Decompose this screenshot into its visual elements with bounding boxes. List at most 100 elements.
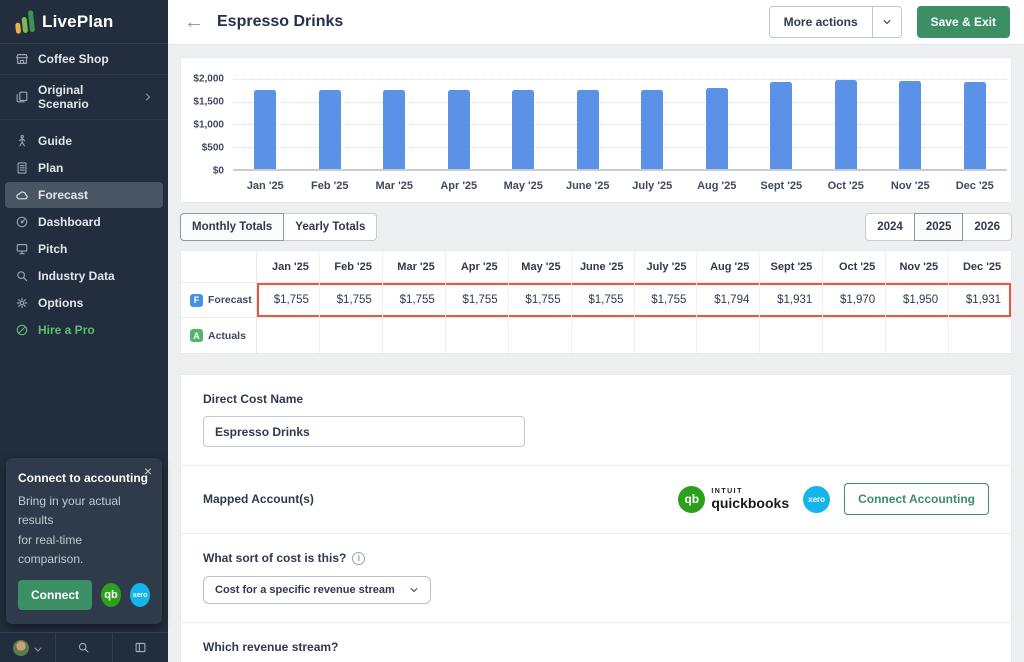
chart-bar [318,90,341,169]
table-cell[interactable] [509,318,572,353]
sidebar-item-original-scenario[interactable]: Original Scenario [0,75,168,120]
table-cell[interactable] [383,318,446,353]
table-cell[interactable]: $1,794 [697,283,761,317]
chart-bar-slot [814,79,879,169]
table-col-header: May '25 [509,251,572,282]
info-icon[interactable]: i [352,551,366,565]
table-cell[interactable] [257,318,320,353]
sidebar-item-label: Industry Data [38,269,115,283]
table-cell[interactable]: $1,950 [886,283,950,317]
popup-body: Bring in your actual results for real-ti… [18,494,121,566]
direct-cost-name-input[interactable] [203,416,525,447]
chart-bar [512,90,535,169]
chart-gridline [233,146,1007,148]
table-col-header: Oct '25 [823,251,887,282]
table-row-label: F Forecast [181,283,257,317]
panel-icon [134,641,147,654]
chart-x-axis: Jan '25 Feb '25 Mar '25 Apr '25 May '25 June … [233,180,1007,192]
chart-y-tick-label: $500 [201,142,224,154]
collapse-sidebar-button[interactable] [111,633,168,662]
connect-accounting-button[interactable]: Connect Accounting [844,483,989,515]
chart-bar [383,90,406,169]
table-col-header: Sept '25 [760,251,824,282]
sidebar-item-plan[interactable]: Plan [5,155,163,181]
direct-cost-name-label: Direct Cost Name [203,392,304,406]
table-cell[interactable] [886,318,950,353]
revenue-stream-section: Which revenue stream? Espresso Drinks Vi… [181,623,1011,662]
table-col-header: Mar '25 [383,251,446,282]
more-actions-button[interactable]: More actions [768,6,902,38]
sidebar-item-label: Forecast [38,188,89,202]
table-col-header: July '25 [635,251,698,282]
table-col-header: June '25 [572,251,635,282]
quickbooks-logo: qb INTUIT quickbooks [678,485,789,513]
table-cell[interactable]: $1,755 [320,283,383,317]
table-cell[interactable] [572,318,635,353]
liveplan-logo[interactable]: LivePlan [0,0,168,44]
year-tab-2025[interactable]: 2025 [913,213,964,241]
chart-x-label: May '25 [503,180,543,192]
sidebar-item-forecast[interactable]: Forecast [5,182,163,208]
table-cell[interactable] [635,318,698,353]
chart-bar [770,82,793,169]
sidebar-item-coffee-shop[interactable]: Coffee Shop [0,44,168,75]
save-exit-button[interactable]: Save & Exit [916,6,1010,38]
sidebar-item-hire-a-pro[interactable]: Hire a Pro [5,317,163,343]
table-cell[interactable]: $1,755 [446,283,509,317]
year-tab-2024[interactable]: 2024 [865,213,915,241]
table-cell[interactable]: $1,755 [572,283,635,317]
sidebar-item-dashboard[interactable]: Dashboard [5,209,163,235]
chevron-down-icon[interactable] [871,7,901,37]
close-icon[interactable]: × [143,463,152,480]
forecast-icon [15,188,29,202]
back-arrow-icon[interactable]: ← [184,11,204,33]
table-col-header: Jan '25 [257,251,320,282]
chart-x-label: Apr '25 [440,180,478,192]
chart-bar-slot [620,79,685,169]
table-col-header: Apr '25 [446,251,509,282]
table-cell[interactable]: $1,755 [383,283,446,317]
chart-x-label: Dec '25 [955,180,994,192]
sidebar-item-guide[interactable]: Guide [5,128,163,154]
tab-yearly-totals[interactable]: Yearly Totals [283,213,378,241]
quickbooks-icon: qb [101,583,121,607]
connect-button[interactable]: Connect [18,580,92,610]
table-cell[interactable] [949,318,1011,353]
sidebar-item-pitch[interactable]: Pitch [5,236,163,262]
forecast-bar-chart: $2,000 $1,500 $1,000 $500 $0 Jan '25 Feb '25 M… [180,57,1012,203]
sidebar-item-label: Hire a Pro [38,323,95,337]
table-cell[interactable] [320,318,383,353]
table-cell[interactable]: $1,755 [257,283,320,317]
table-cell[interactable]: $1,931 [965,294,1002,306]
chart-x-label: July '25 [632,180,673,192]
row-badge-a-icon: A [190,329,203,342]
direct-cost-form: Direct Cost Name Mapped Account(s) qb IN… [180,374,1012,662]
table-cell[interactable] [760,318,824,353]
chart-bar [641,90,664,169]
table-values-row-highlighted: $1,755 $1,755 $1,755 $1,755 $1,755 $1,755 $1,7… [257,283,1011,317]
chart-y-tick-label: $2,000 [193,73,224,85]
sidebar-item-label: Pitch [38,242,68,256]
table-cell[interactable] [446,318,509,353]
plan-icon [15,161,29,175]
table-col-header: Aug '25 [697,251,761,282]
table-cell[interactable] [697,318,761,353]
table-cell[interactable] [823,318,887,353]
sidebar-item-options[interactable]: Options [5,290,163,316]
chart-x-label: Oct '25 [827,180,864,192]
table-cell[interactable]: $1,970 [823,283,887,317]
xero-icon: xero [803,485,831,513]
table-cell[interactable]: $1,755 [635,283,698,317]
year-tab-2026[interactable]: 2026 [962,213,1012,241]
tab-monthly-totals[interactable]: Monthly Totals [180,213,285,241]
user-menu[interactable] [0,633,55,662]
chart-bars [233,79,1007,169]
table-cell[interactable]: $1,931 [760,283,824,317]
cost-type-select[interactable]: Cost for a specific revenue stream [203,576,431,604]
sidebar-nav: Guide Plan Forecast Dashboard Pitch Industry … [0,128,168,343]
search-button[interactable] [55,633,111,662]
sidebar-item-industry-data[interactable]: Industry Data [5,263,163,289]
table-cell[interactable]: $1,755 [509,283,572,317]
chart-bar-slot [491,79,556,169]
sidebar-item-label: Dashboard [38,215,101,229]
